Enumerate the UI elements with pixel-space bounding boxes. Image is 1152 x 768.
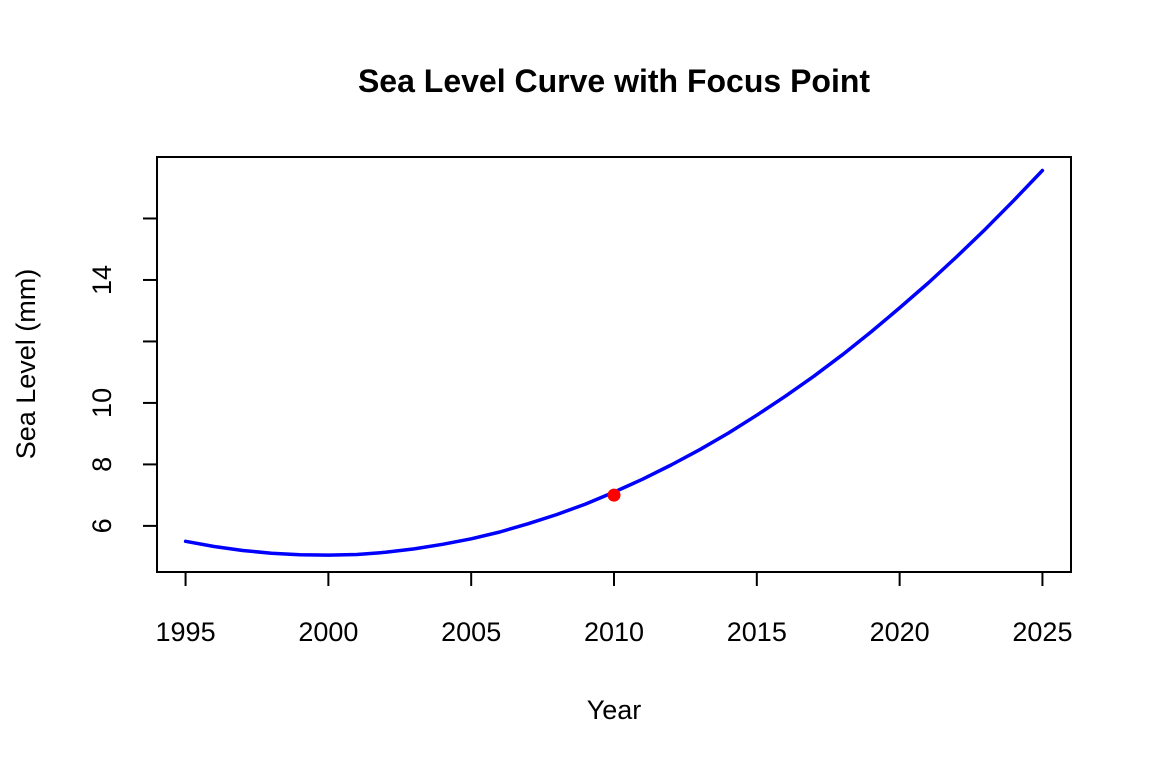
y-tick-label: 8 xyxy=(87,457,117,472)
y-axis: 6 8 10 14 xyxy=(87,217,158,533)
x-tick-label: 2020 xyxy=(870,617,930,647)
y-tick-label: 6 xyxy=(87,518,117,533)
plot-frame xyxy=(156,156,1072,573)
x-tick-label: 2010 xyxy=(584,617,644,647)
x-tick-label: 1995 xyxy=(156,617,216,647)
x-axis-title: Year xyxy=(587,695,642,725)
y-axis-title: Sea Level (mm) xyxy=(11,269,41,460)
y-tick-label: 14 xyxy=(87,265,117,295)
y-tick-label: 10 xyxy=(87,388,117,418)
point-layer xyxy=(607,488,621,502)
x-tick-label: 2005 xyxy=(441,617,501,647)
x-axis: 1995 2000 2005 2010 2015 2020 2025 xyxy=(156,571,1072,647)
x-tick-label: 2015 xyxy=(727,617,787,647)
x-tick-label: 2025 xyxy=(1012,617,1072,647)
focus-point xyxy=(607,488,621,502)
x-tick-label: 2000 xyxy=(298,617,358,647)
chart-title: Sea Level Curve with Focus Point xyxy=(358,63,870,99)
